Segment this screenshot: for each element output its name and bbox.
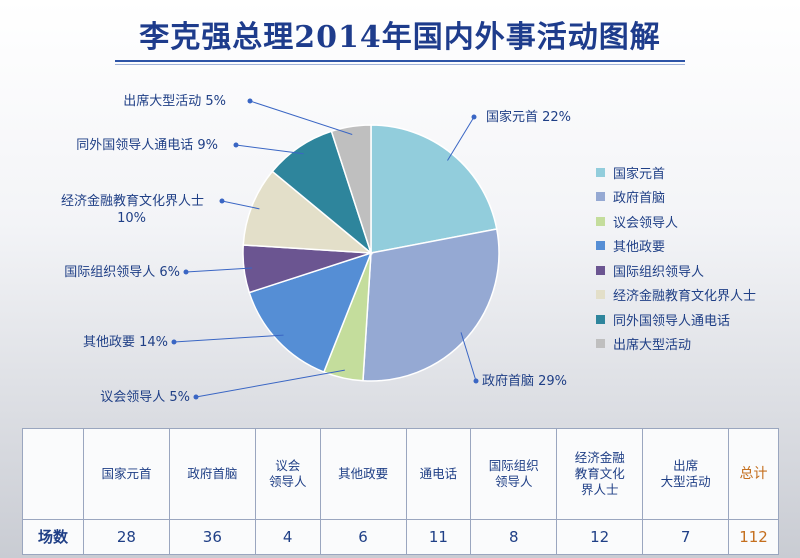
table-header-cell: 议会 领导人 <box>254 428 321 520</box>
table-total-value: 112 <box>728 519 779 555</box>
table-value-cell: 11 <box>405 519 472 555</box>
pie-slice-1 <box>370 124 498 254</box>
pie-leader-lines <box>171 98 479 400</box>
leader-dot-6 <box>219 198 225 204</box>
title-underline <box>115 60 685 62</box>
table-header-text: 界人士 <box>580 482 619 497</box>
table-header-cell: 通电话 <box>405 428 472 520</box>
legend-swatch <box>596 241 605 251</box>
leader-dot-5 <box>183 269 189 275</box>
page-title: 李克强总理2014年国内外事活动图解 <box>139 20 661 55</box>
table-value-cell: 28 <box>83 519 170 555</box>
legend-swatch <box>596 314 605 324</box>
table-value-cell: 6 <box>319 519 407 555</box>
legend-label: 国家元首 <box>613 166 666 182</box>
legend-swatch <box>596 192 605 202</box>
leader-dot-7 <box>233 142 239 148</box>
pie-slice-2 <box>362 228 500 382</box>
table-value-row: 场数 28 36 4 6 11 8 12 7 112 <box>22 519 779 555</box>
table-header-cell: 其他政要 <box>319 428 407 520</box>
leader-line-3 <box>195 369 345 398</box>
table-header-text: 领导人 <box>495 474 533 489</box>
legend-item-1: 国家元首 <box>596 160 756 185</box>
legend-label: 出席大型活动 <box>613 338 692 354</box>
legend-swatch <box>596 339 605 349</box>
pie-slice-6 <box>242 170 374 254</box>
leader-dot-8 <box>247 98 253 104</box>
data-label-2: 政府首脑 29% <box>482 374 567 389</box>
data-label-1: 国家元首 22% <box>486 109 571 125</box>
leader-dot-2 <box>473 378 479 384</box>
legend-label: 政府首脑 <box>613 191 666 207</box>
table-value-cell: 7 <box>642 519 730 555</box>
table-header-text: 国际组织 <box>488 458 539 473</box>
legend-swatch <box>596 265 605 275</box>
table-header-cell: 政府首脑 <box>168 428 256 520</box>
table-header-text: 教育文化 <box>574 466 625 481</box>
table-header-cell: 经济金融 教育文化 界人士 <box>556 428 644 520</box>
table-header-cell: 出席 大型活动 <box>642 428 730 520</box>
leader-line-7 <box>235 144 304 155</box>
legend-swatch <box>596 167 605 177</box>
table-header-text: 出席 <box>673 458 699 473</box>
table-header-row: 国家元首 政府首脑 议会 领导人 其他政要 通电话 国际组织 领导人 经济金融 教育文化 界人士 出席… <box>22 428 779 520</box>
leader-dot-4 <box>171 339 177 345</box>
pie-chart: 国家元首 22% 政府首脑 29% 议会领导人 5% 其他政要 14% 国际组织领导人 … <box>61 93 571 405</box>
table-value-cell: 12 <box>556 519 644 555</box>
data-label-8: 出席大型活动 5% <box>123 93 226 109</box>
legend-label: 经济金融教育文化界人士 <box>613 289 757 305</box>
table-header-cell: 国家元首 <box>83 428 170 520</box>
data-label-3: 议会领导人 5% <box>100 390 190 405</box>
leader-line-4 <box>173 334 284 343</box>
leader-line-8 <box>249 100 353 135</box>
legend-label: 国际组织领导人 <box>613 264 705 280</box>
chart-legend: 国家元首政府首脑议会领导人其他政要国际组织领导人经济金融教育文化界人士 同外国领导… <box>596 160 756 356</box>
table-header-text: 政府首脑 <box>187 466 238 481</box>
data-label-7: 同外国领导人通电话 9% <box>76 138 218 153</box>
legend-item-6: 经济金融教育文化界人士 <box>596 283 756 308</box>
legend-item-8: 出席大型活动 <box>596 332 756 357</box>
leader-line-6 <box>221 200 260 210</box>
table-value-cell: 36 <box>168 519 256 555</box>
legend-item-3: 议会领导人 <box>596 209 756 234</box>
table-row-label: 场数 <box>22 519 84 555</box>
leader-dot-1 <box>471 114 477 120</box>
table-header-text: 其他政要 <box>338 466 389 481</box>
legend-item-7: 同外国领导人通电话 <box>596 307 756 332</box>
legend-swatch <box>596 290 605 300</box>
table-header-text: 议会 <box>275 458 301 473</box>
data-label-5: 国际组织领导人 6% <box>64 265 180 280</box>
table-header-cell: 国际组织 领导人 <box>470 428 558 520</box>
legend-item-4: 其他政要 <box>596 234 756 259</box>
table-header-text: 大型活动 <box>660 474 711 489</box>
table-header-text: 经济金融 <box>574 450 625 465</box>
pie-slices <box>242 124 500 382</box>
legend-swatch <box>596 216 605 226</box>
legend-item-5: 国际组织领导人 <box>596 258 756 283</box>
table-value-cell: 4 <box>254 519 321 555</box>
table-total-header: 总计 <box>728 428 779 520</box>
table-value-cell: 8 <box>470 519 558 555</box>
table-header-text: 国家元首 <box>101 466 152 481</box>
leader-line-2 <box>460 332 477 382</box>
table-header-text: 通电话 <box>419 466 458 481</box>
data-label-4: 其他政要 14% <box>83 335 168 350</box>
leader-line-5 <box>185 267 252 273</box>
data-label-6: 经济金融教育文化界人士 10% <box>61 193 204 226</box>
legend-item-2: 政府首脑 <box>596 185 756 210</box>
activity-count-table: 国家元首 政府首脑 议会 领导人 其他政要 通电话 国际组织 领导人 经济金融 教育文化 界人士 出席… <box>22 428 779 555</box>
legend-label: 议会领导人 <box>613 215 679 231</box>
pie-labels: 国家元首 22% 政府首脑 29% 议会领导人 5% 其他政要 14% 国际组织领导人 … <box>61 93 571 405</box>
title-underline-thin <box>115 64 685 65</box>
legend-label: 同外国领导人通电话 <box>613 313 731 329</box>
leader-dot-3 <box>193 394 199 400</box>
leader-line-1 <box>447 116 475 161</box>
legend-label: 其他政要 <box>613 240 666 256</box>
pie-slice-8 <box>330 124 372 254</box>
table-corner-cell <box>22 428 84 520</box>
table-header-text: 领导人 <box>268 474 307 489</box>
